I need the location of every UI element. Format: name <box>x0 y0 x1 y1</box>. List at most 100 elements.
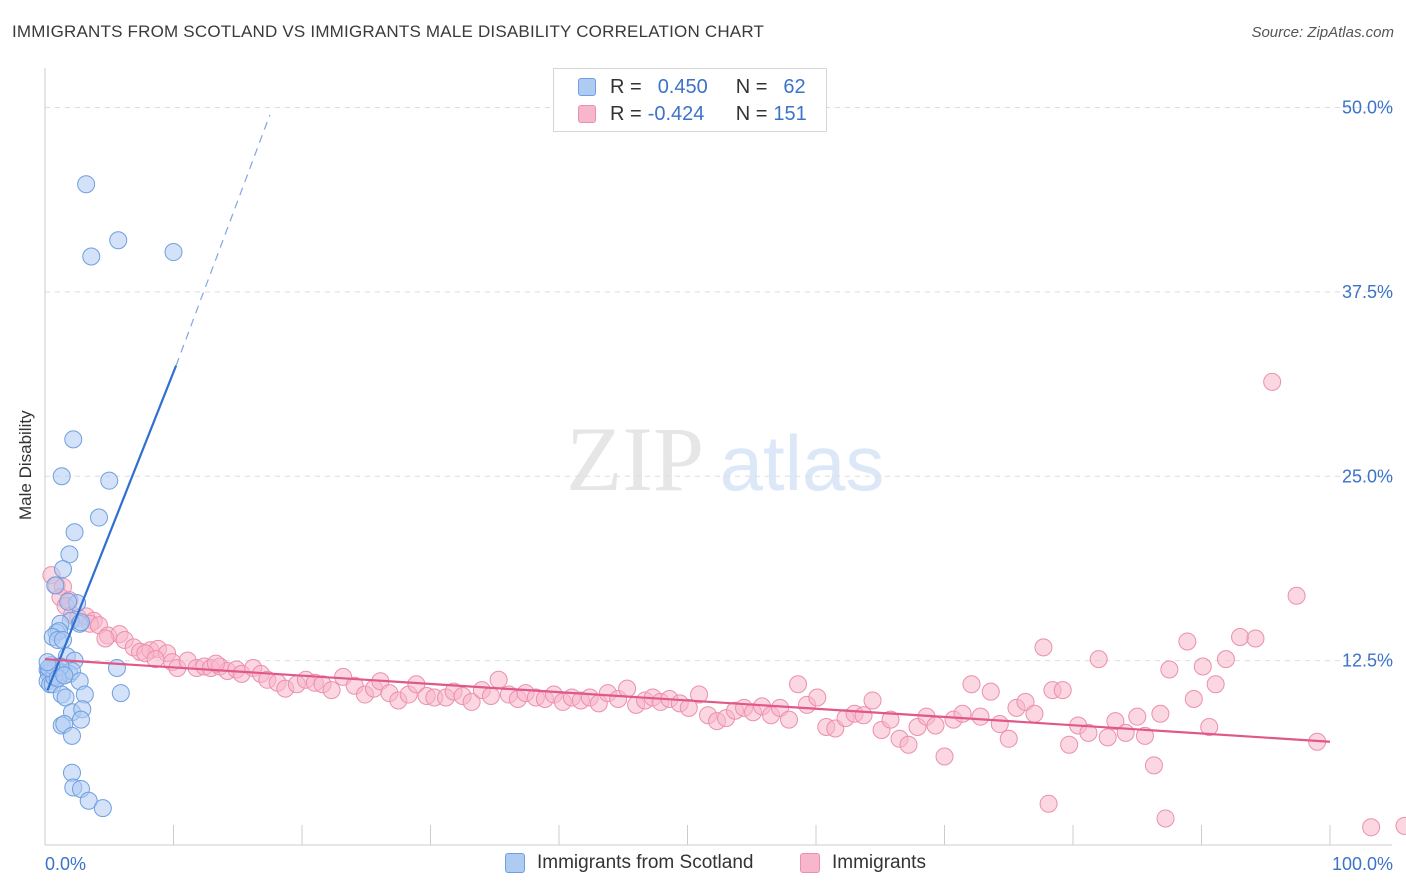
point-scotland <box>164 243 183 262</box>
point-immigrants <box>462 692 481 711</box>
r-label: R = <box>610 102 642 125</box>
point-immigrants <box>1106 712 1125 731</box>
x-tick-label-end: 100.0% <box>1332 854 1393 874</box>
legend-row-scotland: R = 0.450 N = 62 <box>578 74 806 100</box>
n-label: N = <box>735 75 768 98</box>
watermark-zip: ZIP <box>566 408 704 510</box>
point-immigrants <box>962 675 981 694</box>
point-immigrants <box>808 688 827 707</box>
watermark-atlas: atlas <box>720 419 885 507</box>
point-immigrants <box>96 629 115 648</box>
point-immigrants <box>1060 735 1079 754</box>
point-scotland <box>53 560 72 579</box>
point-scotland <box>77 175 96 194</box>
n-label: N = <box>735 102 768 125</box>
point-immigrants <box>780 710 799 729</box>
point-immigrants <box>926 716 945 735</box>
legend-swatch-immigrants <box>800 853 820 873</box>
point-immigrants <box>690 685 709 704</box>
y-tick-label-2: 37.5% <box>1342 282 1393 302</box>
point-immigrants <box>1193 657 1212 676</box>
point-immigrants <box>322 681 341 700</box>
point-immigrants <box>1053 681 1072 700</box>
trend-lines <box>44 114 1331 743</box>
legend-item-immigrants[interactable]: Immigrants <box>800 852 926 874</box>
legend-label-immigrants: Immigrants <box>832 852 926 873</box>
trend-line-scotland-extension <box>175 114 271 366</box>
point-scotland <box>38 653 57 672</box>
point-scotland <box>82 247 101 266</box>
trend-line-immigrants <box>44 658 1331 743</box>
point-immigrants <box>854 706 873 725</box>
point-scotland <box>59 592 78 611</box>
point-scotland <box>107 659 126 677</box>
point-scotland <box>100 471 119 490</box>
point-immigrants <box>1098 728 1117 747</box>
legend-swatch-scotland <box>578 78 596 96</box>
point-immigrants <box>1128 707 1147 726</box>
point-scotland <box>55 666 74 685</box>
point-immigrants <box>1144 756 1163 775</box>
series-legend: Immigrants from Scotland Immigrants <box>0 852 1406 878</box>
point-scotland <box>71 710 90 729</box>
point-scotland <box>65 523 84 542</box>
point-scotland <box>64 430 83 449</box>
point-immigrants <box>935 747 954 766</box>
point-immigrants <box>1362 818 1381 837</box>
point-immigrants <box>863 691 882 710</box>
tick-labels: 12.5% 25.0% 37.5% 50.0% 0.0% 100.0% <box>45 98 1393 875</box>
axes <box>44 68 1392 846</box>
point-scotland <box>62 726 81 745</box>
point-immigrants <box>481 687 500 706</box>
point-immigrants <box>1156 809 1175 828</box>
point-scotland <box>79 791 98 810</box>
point-scotland <box>111 684 130 703</box>
point-immigrants <box>881 710 900 729</box>
point-immigrants <box>1034 638 1053 657</box>
point-immigrants <box>971 707 990 726</box>
legend-row-immigrants: R = -0.424 N = 151 <box>578 101 807 127</box>
legend-swatch-scotland <box>505 853 525 873</box>
point-scotland <box>93 799 112 818</box>
point-immigrants <box>981 682 1000 701</box>
point-immigrants <box>999 729 1018 748</box>
legend-label-scotland: Immigrants from Scotland <box>537 852 754 873</box>
chart-title: IMMIGRANTS FROM SCOTLAND VS IMMIGRANTS M… <box>12 22 765 41</box>
point-immigrants <box>1039 794 1058 813</box>
point-immigrants <box>990 715 1009 734</box>
point-immigrants <box>1246 629 1265 648</box>
legend-item-scotland[interactable]: Immigrants from Scotland <box>505 852 753 874</box>
point-scotland <box>52 467 71 486</box>
r-label: R = <box>610 75 642 98</box>
grid-lines <box>45 107 1392 662</box>
point-immigrants <box>618 679 637 698</box>
point-immigrants <box>206 654 225 673</box>
point-immigrants <box>1025 704 1044 723</box>
point-immigrants <box>1116 723 1135 742</box>
point-immigrants <box>1160 660 1179 679</box>
point-immigrants <box>953 704 972 723</box>
correlation-legend: R = 0.450 N = 62 R = -0.424 N = 151 <box>553 68 827 132</box>
point-immigrants <box>1287 586 1306 605</box>
point-immigrants <box>1395 816 1406 835</box>
point-immigrants <box>489 670 508 689</box>
point-immigrants <box>1184 689 1203 708</box>
point-immigrants <box>1089 650 1108 669</box>
legend-swatch-immigrants <box>578 105 596 123</box>
source-note: Source: ZipAtlas.com <box>1251 24 1394 41</box>
point-immigrants <box>789 675 808 694</box>
y-tick-label-1: 25.0% <box>1342 466 1393 486</box>
point-scotland <box>109 231 128 250</box>
point-immigrants <box>1216 650 1235 669</box>
point-immigrants <box>1231 628 1250 647</box>
point-immigrants <box>1263 372 1282 391</box>
point-immigrants <box>1079 723 1098 742</box>
point-immigrants <box>1135 726 1154 745</box>
trend-line-scotland <box>46 365 178 691</box>
r-value-immigrants: -0.424 <box>647 102 705 125</box>
point-immigrants <box>1206 675 1225 694</box>
point-immigrants <box>1200 718 1219 736</box>
series-immigrants-points <box>42 372 1406 837</box>
y-tick-label-0: 12.5% <box>1342 651 1393 671</box>
